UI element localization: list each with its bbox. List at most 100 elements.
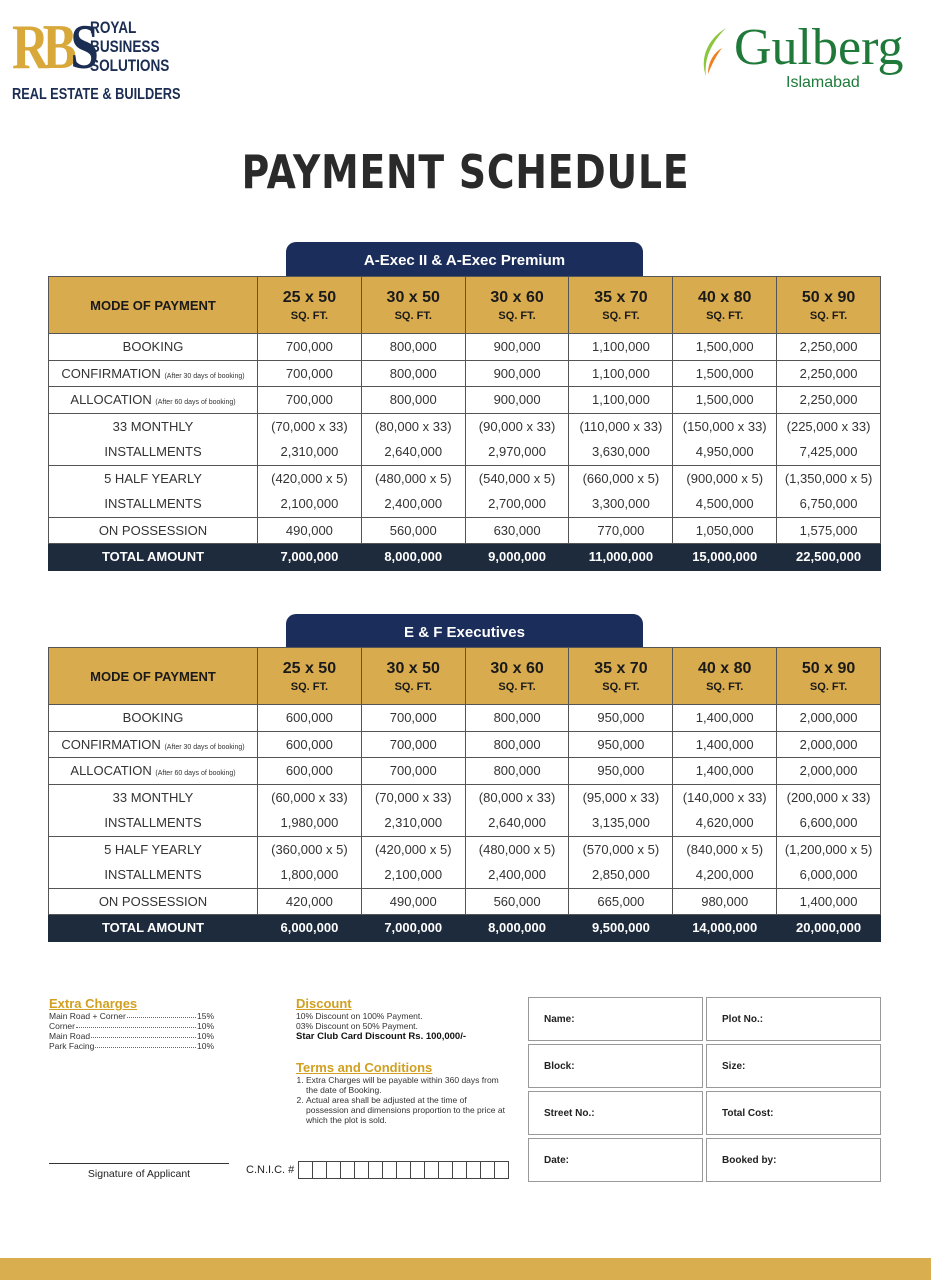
amount-cell: 600,000: [257, 757, 362, 785]
amount-cell: 1,100,000: [568, 359, 674, 387]
size-header: 40 x 80 SQ. FT.: [672, 647, 778, 705]
table-row: 33 MONTHLY (70,000 x 33) (80,000 x 33) (90,…: [48, 412, 881, 439]
table-row: BOOKING 600,000 700,000 800,000 950,000 1,400…: [48, 704, 881, 732]
amount-cell: 9,000,000: [464, 543, 570, 571]
row-label: BOOKING: [48, 333, 258, 361]
form-field[interactable]: Date:: [528, 1138, 703, 1182]
cnic-digit-box[interactable]: [425, 1162, 440, 1178]
row-label: ALLOCATION (After 60 days of booking): [48, 386, 258, 414]
table-row: 5 HALF YEARLY (420,000 x 5) (480,000 x 5)(…: [48, 464, 881, 491]
amount-cell: 1,400,000: [672, 704, 778, 732]
table-row: CONFIRMATION (After 30 days of booking) 6…: [48, 730, 881, 758]
form-field[interactable]: Block:: [528, 1044, 703, 1088]
size-header: 30 x 50 SQ. FT.: [360, 647, 466, 705]
amount-cell: 770,000: [568, 516, 674, 544]
amount-cell: (70,000 x 33): [360, 783, 466, 810]
form-field[interactable]: Booked by:: [706, 1138, 881, 1182]
cnic-digit-box[interactable]: [327, 1162, 342, 1178]
amount-cell: 630,000: [464, 516, 570, 544]
cnic-field[interactable]: C.N.I.C. #: [246, 1161, 510, 1179]
cnic-digit-box[interactable]: [495, 1162, 508, 1178]
cnic-digit-box[interactable]: [439, 1162, 454, 1178]
amount-cell: (480,000 x 5): [464, 835, 570, 862]
amount-cell: 980,000: [672, 887, 778, 915]
amount-cell: (480,000 x 5): [360, 464, 466, 491]
amount-cell: 800,000: [464, 704, 570, 732]
amount-cell: 8,000,000: [360, 543, 466, 571]
amount-cell: 600,000: [257, 704, 362, 732]
cnic-digit-box[interactable]: [481, 1162, 496, 1178]
size-header: 30 x 60 SQ. FT.: [464, 276, 570, 334]
amount-cell: (900,000 x 5): [672, 464, 778, 491]
cnic-digit-box[interactable]: [467, 1162, 482, 1178]
gulberg-logo: Gulberg Islamabad: [696, 18, 926, 93]
table-row: INSTALLMENTS 1,980,000 2,310,000 2,640,000 3…: [48, 810, 881, 837]
schedule-table-a-exec: MODE OF PAYMENT 25 x 50 SQ. FT. 30 x 50 SQ. …: [48, 276, 881, 571]
amount-cell: 2,100,000: [257, 491, 362, 518]
cnic-digit-box[interactable]: [313, 1162, 328, 1178]
table-row: INSTALLMENTS 2,100,000 2,400,000 2,700,000 3…: [48, 491, 881, 518]
cnic-digit-box[interactable]: [411, 1162, 426, 1178]
row-label: ALLOCATION (After 60 days of booking): [48, 757, 258, 785]
amount-cell: 2,400,000: [464, 862, 570, 889]
amount-cell: (70,000 x 33): [257, 412, 362, 439]
cnic-digit-box[interactable]: [299, 1162, 314, 1178]
amount-cell: (1,200,000 x 5): [776, 835, 881, 862]
amount-cell: 900,000: [464, 386, 570, 414]
amount-cell: 2,000,000: [776, 730, 881, 758]
cnic-digit-box[interactable]: [355, 1162, 370, 1178]
amount-cell: (110,000 x 33): [568, 412, 674, 439]
amount-cell: 950,000: [568, 730, 674, 758]
amount-cell: 2,640,000: [464, 810, 570, 837]
extra-charge-item: Corner 10%: [49, 1021, 214, 1031]
form-field[interactable]: Plot No.:: [706, 997, 881, 1041]
footer-bar: [0, 1258, 931, 1280]
terms-section: Terms and Conditions Extra Charges will …: [296, 1060, 506, 1125]
amount-cell: (90,000 x 33): [464, 412, 570, 439]
table-row: INSTALLMENTS 1,800,000 2,100,000 2,400,000 2…: [48, 862, 881, 889]
table-tab-ef-exec: E & F Executives: [286, 614, 643, 649]
amount-cell: 2,250,000: [776, 386, 881, 414]
header-row: MODE OF PAYMENT 25 x 50 SQ. FT. 30 x 50 SQ. …: [48, 276, 881, 334]
amount-cell: 2,250,000: [776, 333, 881, 361]
form-field[interactable]: Name:: [528, 997, 703, 1041]
amount-cell: 2,250,000: [776, 359, 881, 387]
amount-cell: 800,000: [464, 757, 570, 785]
cnic-digit-box[interactable]: [453, 1162, 468, 1178]
mode-header: MODE OF PAYMENT: [48, 647, 258, 705]
amount-cell: 11,000,000: [568, 543, 674, 571]
amount-cell: 1,100,000: [568, 386, 674, 414]
table-row: CONFIRMATION (After 30 days of booking) 7…: [48, 359, 881, 387]
row-label: INSTALLMENTS: [48, 810, 258, 837]
cnic-digit-box[interactable]: [397, 1162, 412, 1178]
extra-charge-item: Main Road + Corner 15%: [49, 1011, 214, 1021]
cnic-digit-box[interactable]: [383, 1162, 398, 1178]
schedule-table-ef-exec: MODE OF PAYMENT 25 x 50 SQ. FT. 30 x 50 SQ. …: [48, 647, 881, 942]
amount-cell: 3,630,000: [568, 439, 674, 466]
size-header: 30 x 60 SQ. FT.: [464, 647, 570, 705]
amount-cell: 4,500,000: [672, 491, 778, 518]
row-label: 5 HALF YEARLY: [48, 464, 258, 491]
cnic-digit-box[interactable]: [341, 1162, 356, 1178]
amount-cell: 2,970,000: [464, 439, 570, 466]
amount-cell: 800,000: [464, 730, 570, 758]
amount-cell: (60,000 x 33): [257, 783, 362, 810]
form-field[interactable]: Total Cost:: [706, 1091, 881, 1135]
amount-cell: 4,200,000: [672, 862, 778, 889]
form-field[interactable]: Size:: [706, 1044, 881, 1088]
cnic-digit-box[interactable]: [369, 1162, 384, 1178]
form-field[interactable]: Street No.:: [528, 1091, 703, 1135]
size-header: 50 x 90 SQ. FT.: [776, 647, 881, 705]
rbs-logo: RBS ROYAL BUSINESS SOLUTIONS REAL ESTATE…: [12, 11, 181, 104]
amount-cell: 6,000,000: [257, 914, 362, 942]
amount-cell: 560,000: [464, 887, 570, 915]
table-row: ON POSSESSION 420,000 490,000 560,000 665,00…: [48, 887, 881, 915]
page-title: PAYMENT SCHEDULE: [241, 145, 690, 199]
table-row: 5 HALF YEARLY (360,000 x 5) (420,000 x 5)(…: [48, 835, 881, 862]
amount-cell: (540,000 x 5): [464, 464, 570, 491]
amount-cell: 2,400,000: [360, 491, 466, 518]
amount-cell: 6,600,000: [776, 810, 881, 837]
amount-cell: 1,500,000: [672, 333, 778, 361]
amount-cell: 7,000,000: [257, 543, 362, 571]
amount-cell: 2,000,000: [776, 704, 881, 732]
